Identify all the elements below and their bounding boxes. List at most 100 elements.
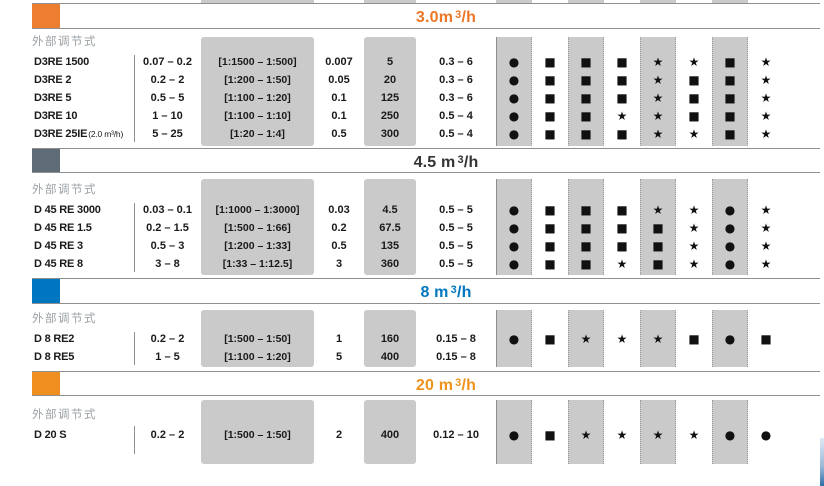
- feature-symbol: ■: [580, 91, 592, 105]
- feature-symbol: ★: [652, 109, 664, 123]
- capacity-range: 0.03 – 0.1: [143, 204, 192, 216]
- group-label: 外部调节式: [32, 184, 97, 196]
- ml-per-stroke: 1: [335, 333, 343, 345]
- capacity-range: 5 – 25: [152, 128, 183, 140]
- model-name: D3RE 2: [34, 74, 72, 86]
- group-label: 外部调节式: [32, 36, 97, 48]
- feature-symbol: ■: [760, 331, 772, 346]
- turndown-ratio: [1:1500 – 1:500]: [218, 56, 297, 68]
- spec-grid: 外部调节式 D3RE 1500 0.07 – 0.2 [1:1500 – 1:500]…: [32, 29, 820, 143]
- flow-header-band-8: 8 m 3/h: [32, 278, 820, 304]
- max-stroke-rate: 160: [380, 333, 400, 345]
- feature-symbol: ★: [616, 109, 628, 123]
- feature-symbol: ●: [508, 91, 520, 105]
- feature-symbol: ■: [652, 221, 664, 235]
- ml-per-stroke: 0.1: [331, 92, 347, 104]
- ml-per-stroke: 0.007: [325, 56, 353, 68]
- max-stroke-rate: 400: [380, 351, 400, 363]
- flow-rate-title: 20 m 3/h: [72, 372, 820, 397]
- flow-rate-unit: /h: [461, 377, 477, 394]
- remnant-shade: [712, 0, 748, 3]
- ml-per-stroke: 0.2: [331, 222, 347, 234]
- feature-symbol: ■: [688, 73, 700, 87]
- ratio-column-shade: [201, 310, 314, 367]
- feature-symbol: ■: [580, 203, 592, 217]
- capacity-range: 0.2 – 1.5: [146, 222, 189, 234]
- ml-per-stroke: 0.5: [331, 128, 347, 140]
- feature-symbol: ★: [652, 127, 664, 141]
- symbol-strip-shade: [568, 37, 604, 146]
- feature-symbol: ●: [724, 331, 736, 346]
- feature-symbol: ★: [688, 55, 700, 69]
- ml-per-stroke: 0.5: [331, 240, 347, 252]
- feature-symbol: ★: [760, 109, 772, 123]
- feature-symbol: ★: [616, 428, 628, 442]
- feature-symbol: ★: [616, 257, 628, 271]
- feature-symbol: ■: [544, 109, 556, 123]
- ratio-column-shade: [201, 179, 314, 275]
- feature-symbol: ●: [508, 73, 520, 87]
- feature-symbol: ★: [652, 91, 664, 105]
- symbol-strip-shade: [640, 310, 676, 367]
- feature-symbol: ■: [544, 73, 556, 87]
- capacity-range: 0.2 – 2: [150, 333, 185, 345]
- max-stroke-rate: 360: [380, 258, 400, 270]
- feature-symbol: ●: [508, 428, 520, 442]
- flow-rate-unit: /h: [461, 9, 477, 26]
- feature-symbol: ■: [544, 239, 556, 253]
- symbol-area-left-border: [496, 179, 497, 275]
- capacity-range: 0.5 – 3: [150, 240, 185, 252]
- symbol-strip-shade: [640, 179, 676, 275]
- symbol-area-left-border: [496, 310, 497, 367]
- feature-symbol: ●: [508, 203, 520, 217]
- feature-symbol: ●: [508, 109, 520, 123]
- flow-color-square: [32, 372, 60, 395]
- stroke-rate-column-shade: [364, 179, 416, 275]
- flow-rate-title: 4.5 m 3/h: [72, 149, 820, 174]
- feature-symbol: ★: [688, 221, 700, 235]
- flow-rate-title: 8 m 3/h: [72, 279, 820, 304]
- feature-symbol: ■: [580, 109, 592, 123]
- feature-symbol: ★: [760, 239, 772, 253]
- flow-header-band-3_0: 3.0m 3/h: [32, 3, 820, 29]
- feature-symbol: ★: [760, 73, 772, 87]
- capacity-range: 1 – 5: [155, 351, 180, 363]
- flow-header-band-20: 20 m 3/h: [32, 371, 820, 396]
- feature-symbol: ■: [580, 221, 592, 235]
- pressure-range: 0.5 – 5: [439, 204, 473, 216]
- feature-symbol: ●: [508, 221, 520, 235]
- feature-symbol: ●: [724, 428, 736, 442]
- symbol-strip-shade: [712, 310, 748, 367]
- model-name: D3RE 5: [34, 92, 72, 104]
- max-stroke-rate: 4.5: [382, 204, 398, 216]
- model-name: D 8 RE5: [34, 351, 75, 363]
- model-name: D 45 RE 1.5: [34, 222, 92, 234]
- feature-symbol: ★: [688, 257, 700, 271]
- turndown-ratio: [1:100 – 1:10]: [224, 110, 291, 122]
- max-stroke-rate: 135: [380, 240, 400, 252]
- symbol-strip-shade: [568, 400, 604, 464]
- symbol-strip-shade: [712, 37, 748, 146]
- symbol-strip-shade: [568, 179, 604, 275]
- stroke-rate-column-shade: [364, 400, 416, 464]
- remnant-shade: [568, 0, 604, 3]
- feature-symbol: ■: [544, 127, 556, 141]
- feature-symbol: ■: [544, 221, 556, 235]
- feature-symbol: ★: [652, 331, 664, 346]
- feature-symbol: ●: [508, 331, 520, 346]
- feature-symbol: ★: [652, 428, 664, 442]
- model-column-divider: [134, 332, 135, 365]
- capacity-range: 0.2 – 2: [150, 74, 185, 86]
- feature-symbol: ■: [652, 257, 664, 271]
- feature-symbol: ●: [724, 221, 736, 235]
- stroke-rate-column-shade: [364, 37, 416, 146]
- flow-section-table-4_5: 外部调节式 D 45 RE 3000 0.03 – 0.1 [1:1000 – 1:3…: [32, 173, 820, 278]
- model-column-divider: [134, 55, 135, 142]
- feature-symbol: ■: [544, 428, 556, 442]
- flow-rate-unit: /h: [456, 284, 472, 301]
- symbol-strip-shade: [640, 37, 676, 146]
- feature-symbol: ■: [724, 55, 736, 69]
- symbol-strip-shade: [496, 37, 532, 146]
- feature-symbol: ★: [580, 428, 592, 442]
- feature-symbol: ■: [688, 109, 700, 123]
